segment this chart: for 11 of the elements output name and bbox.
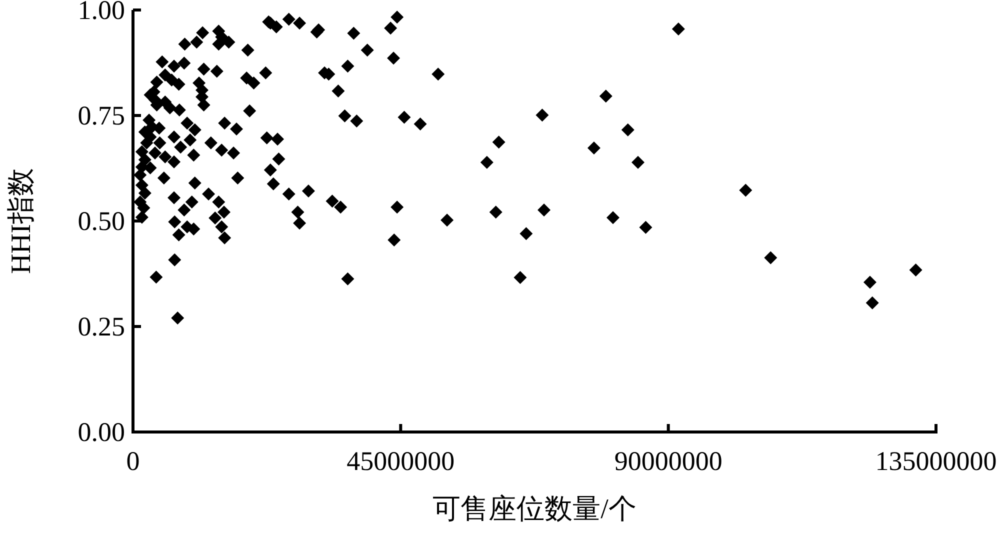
- x-tick-label: 0: [126, 446, 140, 476]
- x-tick-label: 45000000: [346, 446, 455, 476]
- y-tick-label: 0.75: [78, 100, 125, 130]
- y-axis-title: HHI指数: [6, 168, 37, 274]
- y-tick-label: 1.00: [78, 0, 125, 25]
- x-axis-title: 可售座位数量/个: [432, 494, 636, 525]
- y-tick-label: 0.00: [78, 417, 125, 447]
- x-tick-label: 135000000: [875, 446, 997, 476]
- y-tick-label: 0.25: [78, 312, 125, 342]
- y-tick-label: 0.50: [78, 206, 125, 236]
- x-tick-label: 90000000: [614, 446, 722, 476]
